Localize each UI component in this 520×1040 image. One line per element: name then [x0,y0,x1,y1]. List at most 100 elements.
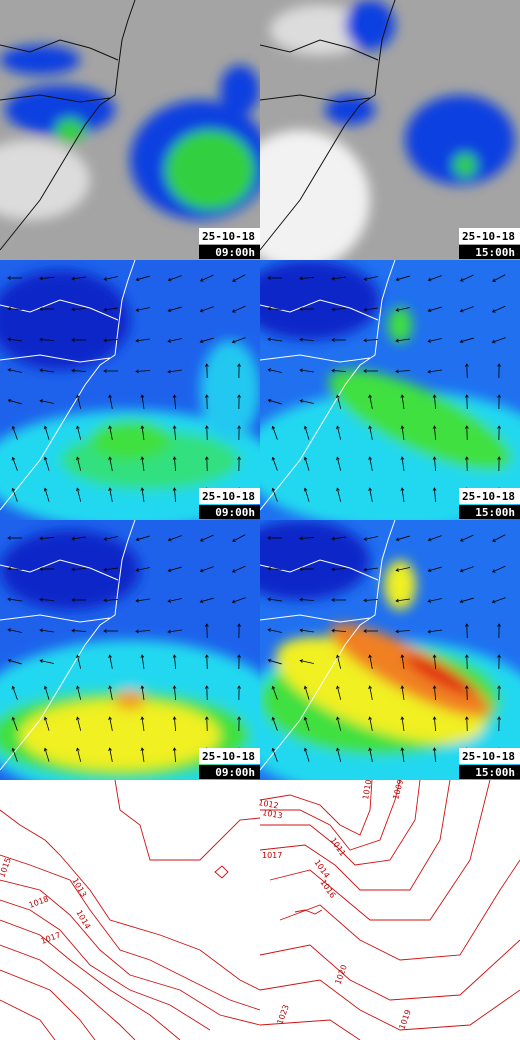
arrow-head [299,276,303,281]
wind-arrow [336,748,342,762]
arrow-head [199,568,204,573]
date-label: 25-10-18 [462,750,515,763]
wind-arrow [200,566,214,572]
arrow-head [71,567,75,572]
arrow-head [71,276,75,281]
wind-arrow [136,567,150,571]
arrow-head [237,394,241,398]
date-clip: 25-10-18 [462,750,515,763]
arrow-head [464,685,469,689]
wind-arrow [168,306,182,312]
wind-arrow [433,716,437,732]
date-clip: 25-10-18 [462,230,515,243]
arrow-head [204,394,209,398]
wind-arrow [395,370,411,372]
arrow-head [368,685,372,690]
arrow-head [368,394,372,399]
arrow-head [7,276,11,280]
arrow-head [497,623,501,627]
wind-panel [0,260,260,520]
arrow-head [363,277,368,281]
wind-arrow [136,275,150,281]
arrow-head [368,716,372,721]
arrow-head [140,394,145,398]
wind-arrow [44,457,50,471]
arrow-head [267,306,271,311]
wind-arrow [8,629,22,633]
wind-arrow [331,630,347,632]
wind-arrow [268,598,282,602]
arrow-head [167,308,172,313]
wind-arrow [428,306,442,312]
wind-arrow [268,338,282,342]
wind-arrow [401,686,405,700]
wind-arrow [369,395,373,409]
wind-arrow [39,537,55,539]
wind-arrow [141,717,145,731]
wind-arrow [103,599,119,601]
arrow-head [395,338,399,343]
time-box [459,765,520,779]
wind-arrow [141,426,145,440]
arrow-head [395,598,399,603]
wind-arrow [460,274,474,282]
wind-arrow [7,568,23,570]
arrow-head [497,394,501,398]
satellite-panel [260,0,520,260]
wind-arrow [492,305,506,313]
isobar-panel [0,779,261,1040]
wind-arrow [200,534,214,542]
arrow-head [108,685,112,690]
arrow-head [492,538,496,542]
arrow-head [331,598,335,602]
arrow-head [11,747,16,752]
wind-arrow [460,306,474,312]
wind-arrow [104,567,118,571]
arrow-head [237,654,241,658]
date-box [459,748,520,764]
arrow-head [267,597,271,602]
arrow-head [459,278,464,282]
arrow-head [76,685,80,690]
date-box [199,748,260,764]
arrow-head [108,394,112,399]
arrow-head [39,337,43,342]
wind-arrow [173,654,177,670]
wind-arrow [332,536,346,540]
arrow-head [267,276,271,280]
wind-arrow [369,488,373,502]
arrow-head [464,654,469,658]
arrow-head [427,537,432,542]
arrow-head [76,425,80,430]
wind-arrow [364,307,378,311]
arrow-head [39,276,43,281]
date-box [199,488,260,504]
arrow-head [459,339,464,344]
arrow-head [395,568,400,572]
arrow-head [167,537,172,542]
arrow-head [497,363,501,367]
wind-arrow [363,339,379,341]
wind-arrow [173,716,177,732]
arrow-head [237,685,241,689]
wind-arrow [173,747,177,763]
wind-arrow [395,630,411,632]
arrow-head [299,567,303,571]
wind-arrow [268,399,282,405]
arrow-head [135,537,140,542]
arrow-head [427,599,432,603]
satellite-panel [0,0,260,260]
arrow-head [199,599,204,604]
wind-arrow [304,488,310,502]
time-label: 15:00h [475,766,515,779]
arrow-head [267,658,272,663]
wind-arrow [12,426,18,440]
wind-arrow [168,629,182,633]
date-label: 25-10-18 [462,230,515,243]
arrow-head [231,339,236,344]
wind-arrow [492,274,506,282]
wind-arrow [141,488,145,502]
arrow-head [267,398,272,403]
wind-arrow [136,307,150,311]
